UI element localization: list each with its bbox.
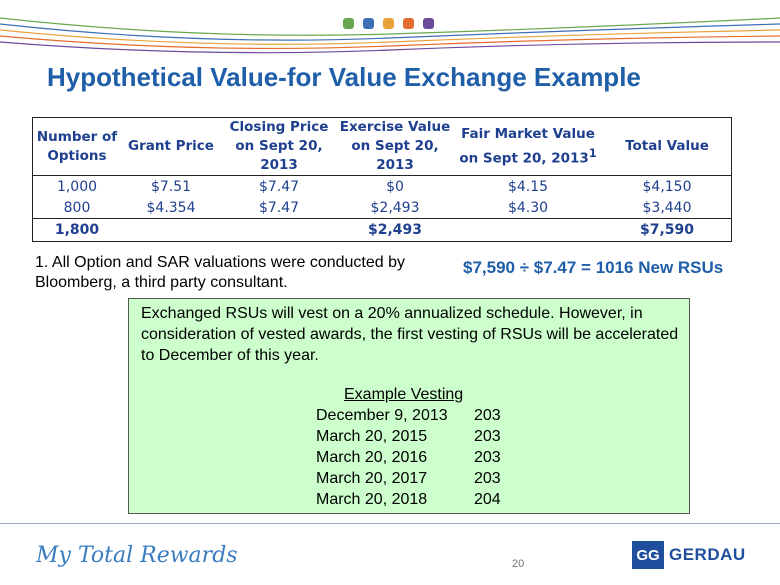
cell-closing-price: $7.47 [258, 199, 300, 216]
header-fair-market-value: Fair Market Value on Sept 20, 20131 [453, 118, 603, 176]
my-total-rewards-logo: My Total Rewards [36, 543, 238, 568]
vesting-row: March 20, 2015 203 [316, 428, 501, 446]
gerdau-logo: GG GERDAU [632, 541, 746, 569]
cell-options: 800 [63, 199, 91, 216]
vesting-date: March 20, 2018 [316, 491, 428, 508]
vesting-description: Exchanged RSUs will vest on a 20% annual… [141, 305, 679, 364]
header-exercise-value: Exercise Value on Sept 20, 2013 [339, 119, 451, 173]
example-vesting-title: Example Vesting [344, 386, 464, 403]
total-options: 1,800 [32, 218, 121, 242]
vesting-units: 203 [474, 449, 501, 466]
vesting-date: March 20, 2015 [316, 428, 428, 445]
vesting-row: March 20, 2016 203 [316, 449, 501, 467]
vesting-units: 204 [474, 491, 501, 508]
total-fair-market-value [453, 218, 603, 242]
vesting-row: March 20, 2017 203 [316, 470, 501, 488]
decorative-swoosh [0, 17, 780, 54]
vesting-units: 203 [474, 428, 501, 445]
dot-purple [423, 18, 434, 29]
dot-green [343, 18, 354, 29]
vesting-row: December 9, 2013 203 [316, 407, 501, 425]
footnote-marker: 1 [588, 146, 597, 160]
cell-fair-market-value: $4.15 [453, 175, 603, 197]
cell-fair-market-value: $4.30 [507, 199, 549, 216]
vesting-date: March 20, 2017 [316, 470, 428, 487]
cell-total-value: $4,150 [603, 175, 732, 197]
cell-options: 1,000 [32, 175, 121, 197]
vesting-row: March 20, 2018 204 [316, 491, 501, 509]
total-closing-price [221, 218, 337, 242]
vesting-units: 203 [474, 407, 501, 424]
dot-orange [403, 18, 414, 29]
table-row: 800 $4.354 $7.47 $2,493 $4.30 $3,440 [33, 197, 732, 219]
dot-yellow [383, 18, 394, 29]
cell-grant-price: $7.51 [121, 175, 221, 197]
page-title: Hypothetical Value-for Value Exchange Ex… [47, 62, 641, 92]
page-number: 20 [512, 558, 525, 570]
total-value: $7,590 [603, 218, 732, 242]
gerdau-wordmark: GERDAU [669, 545, 746, 564]
vesting-units: 203 [474, 470, 501, 487]
exchange-value-table: Number of Options Grant Price Closing Pr… [32, 117, 732, 242]
header-fmv-label: Fair Market Value on Sept 20, 2013 [459, 125, 595, 167]
footer-divider [0, 523, 780, 524]
header-grant-price: Grant Price [128, 138, 214, 154]
table-header-row: Number of Options Grant Price Closing Pr… [32, 117, 732, 176]
total-grant-price [121, 218, 221, 242]
table-row: 1,000 $7.51 $7.47 $0 $4.15 $4,150 [32, 175, 732, 197]
cell-closing-price: $7.47 [221, 175, 337, 197]
header-total-value: Total Value [625, 138, 709, 154]
valuation-footnote: 1. All Option and SAR valuations were co… [35, 254, 405, 291]
cell-exercise-value: $2,493 [370, 199, 420, 216]
total-exercise-value: $2,493 [337, 218, 453, 242]
cell-total-value: $3,440 [642, 199, 692, 216]
cell-grant-price: $4.354 [146, 199, 196, 216]
vesting-date: December 9, 2013 [316, 407, 448, 424]
header-color-dots [343, 18, 434, 29]
cell-exercise-value: $0 [337, 175, 453, 197]
rsu-calculation: $7,590 ÷ $7.47 = 1016 New RSUs [463, 258, 724, 277]
gerdau-logo-icon: GG [632, 541, 664, 569]
vesting-info-box: Exchanged RSUs will vest on a 20% annual… [128, 298, 690, 514]
dot-blue [363, 18, 374, 29]
header-number-of-options: Number of Options [36, 128, 118, 164]
header-closing-price: Closing Price on Sept 20, 2013 [229, 119, 329, 173]
table-total-row: 1,800 $2,493 $7,590 [32, 218, 732, 242]
vesting-date: March 20, 2016 [316, 449, 428, 466]
